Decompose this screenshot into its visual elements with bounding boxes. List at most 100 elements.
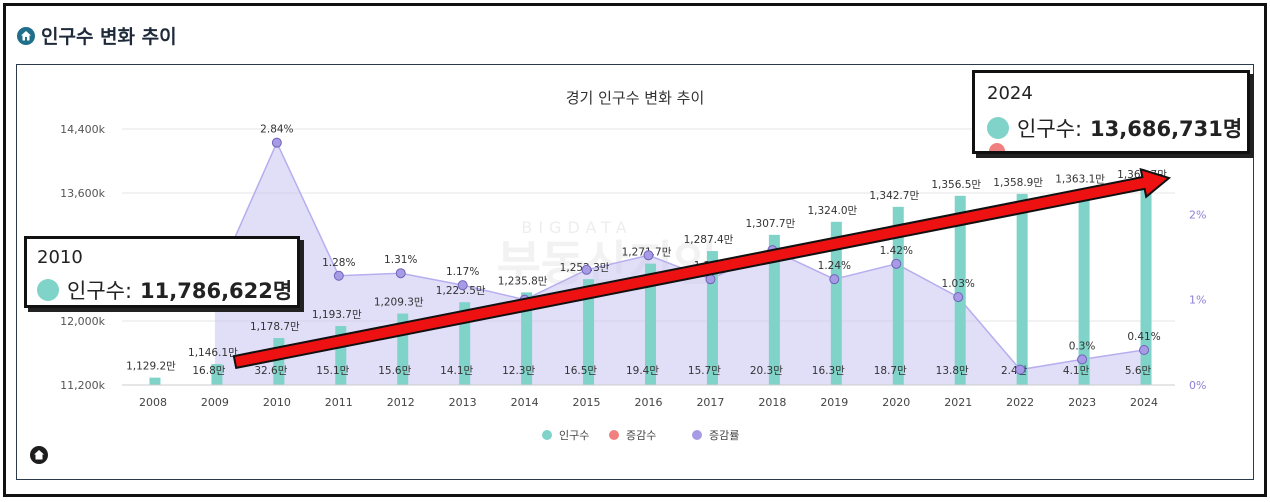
change-data-label: 19.4만 xyxy=(626,365,659,377)
rate-data-label: 1.24% xyxy=(818,260,851,272)
population-data-label: 1,363.1만 xyxy=(1055,174,1105,186)
population-bar xyxy=(954,195,966,385)
population-bar xyxy=(706,251,718,385)
population-data-label: 1,342.7만 xyxy=(869,190,919,202)
x-tick-label: 2017 xyxy=(696,396,724,409)
rate-point xyxy=(1077,354,1088,365)
population-data-label: 1,307.7만 xyxy=(746,218,796,230)
population-bar xyxy=(521,292,533,385)
y-left-tick-label: 11,200k xyxy=(60,379,105,392)
chart-svg: 경기 인구수 변화 추이BIGDATA부동산지인11,200k12,000k13… xyxy=(60,89,1206,442)
x-tick-label: 2022 xyxy=(1006,396,1034,409)
change-data-label: 20.3만 xyxy=(750,365,783,377)
rate-point xyxy=(271,137,282,148)
x-tick-label: 2013 xyxy=(449,396,477,409)
rate-point xyxy=(395,268,406,279)
population-data-label: 1,223.5만 xyxy=(436,285,486,297)
change-data-label: 13.8만 xyxy=(936,365,969,377)
change-data-label: 5.6만 xyxy=(1125,365,1152,377)
callout-year: 2010 xyxy=(37,247,83,268)
population-dot-icon xyxy=(987,117,1009,139)
rate-point xyxy=(581,264,592,275)
population-bar xyxy=(149,377,161,385)
x-tick-label: 2023 xyxy=(1068,396,1096,409)
change-data-label: 4.1만 xyxy=(1063,365,1090,377)
change-data-label: 16.3만 xyxy=(812,365,845,377)
callout-year: 2024 xyxy=(987,83,1033,104)
callout-value-line: 인구수: 13,686,731명 xyxy=(987,113,1242,143)
population-data-label: 1,358.9만 xyxy=(993,177,1043,189)
legend-label: 인구수 xyxy=(559,429,589,442)
x-tick-label: 2008 xyxy=(139,396,167,409)
population-bar xyxy=(459,302,471,385)
rate-line xyxy=(214,140,1145,371)
population-bar xyxy=(768,234,780,385)
population-data-label: 1,324.0만 xyxy=(807,205,857,217)
population-bar xyxy=(892,206,904,385)
x-tick-label: 2011 xyxy=(325,396,353,409)
population-bar xyxy=(1140,186,1152,385)
population-data-label: 1,356.5만 xyxy=(931,179,981,191)
rate-point xyxy=(333,270,344,281)
x-tick-label: 2015 xyxy=(573,396,601,409)
rate-data-label: 1.28% xyxy=(322,257,355,269)
population-dot-icon xyxy=(37,279,59,301)
y-left-tick-label: 13,600k xyxy=(60,187,105,200)
change-data-label: 18.7만 xyxy=(874,365,907,377)
home-icon-small[interactable] xyxy=(30,446,48,464)
rate-point xyxy=(829,274,840,285)
callout-2010: 2010 인구수: 11,786,622명 xyxy=(24,236,300,308)
change-data-label: 14.1만 xyxy=(440,365,473,377)
x-tick-label: 2021 xyxy=(944,396,972,409)
change-data-label: 15.6만 xyxy=(378,365,411,377)
y-left-tick-label: 14,400k xyxy=(60,123,105,136)
rate-data-label: 1.17% xyxy=(446,266,479,278)
population-data-label: 1,146.1만 xyxy=(188,347,238,359)
rate-data-label: 1.31% xyxy=(384,254,417,266)
change-data-label: 15.1만 xyxy=(316,365,349,377)
x-tick-label: 2018 xyxy=(758,396,786,409)
callout-2024: 2024 인구수: 13,686,731명 xyxy=(972,70,1250,154)
legend-marker xyxy=(609,430,619,440)
change-data-label: 32.6만 xyxy=(254,365,287,377)
rate-point xyxy=(953,292,964,303)
rate-point xyxy=(643,250,654,261)
rate-point xyxy=(891,258,902,269)
population-data-label: 1,178.7만 xyxy=(250,321,300,333)
rate-data-label: 1.03% xyxy=(942,278,975,290)
legend-marker xyxy=(542,430,552,440)
legend-label: 증감수 xyxy=(626,429,656,442)
population-data-label: 1,193.7만 xyxy=(312,309,362,321)
trend-arrow xyxy=(232,167,1172,370)
watermark-text: BIGDATA xyxy=(521,218,632,237)
rate-point xyxy=(457,280,468,291)
chart-title: 경기 인구수 변화 추이 xyxy=(566,89,705,107)
rate-data-label: 2.84% xyxy=(260,124,293,136)
change-dot-icon xyxy=(989,143,1005,151)
tooltip-clipped-row xyxy=(975,143,1247,151)
population-bar xyxy=(335,326,347,385)
y-right-tick-label: 2% xyxy=(1189,208,1206,221)
x-tick-label: 2020 xyxy=(882,396,910,409)
y-right-tick-label: 0% xyxy=(1189,379,1206,392)
population-bar xyxy=(273,338,285,385)
x-tick-label: 2014 xyxy=(511,396,539,409)
x-tick-label: 2024 xyxy=(1130,396,1158,409)
rate-data-label: 0.3% xyxy=(1069,340,1096,352)
change-data-label: 12.3만 xyxy=(502,365,535,377)
change-data-label: 16.5만 xyxy=(564,365,597,377)
callout-value: 11,786,622명 xyxy=(140,279,293,303)
callout-label: 인구수: xyxy=(67,279,133,303)
change-data-label: 15.7만 xyxy=(688,365,721,377)
x-tick-label: 2009 xyxy=(201,396,229,409)
home-icon xyxy=(17,26,35,45)
x-tick-label: 2012 xyxy=(387,396,415,409)
population-bar xyxy=(211,364,223,385)
rate-point xyxy=(1015,364,1026,375)
section-header: 인구수 변화 추이 xyxy=(17,22,177,49)
callout-value: 13,686,731명 xyxy=(1090,117,1243,141)
x-tick-label: 2016 xyxy=(635,396,663,409)
callout-value-line: 인구수: 11,786,622명 xyxy=(37,275,292,305)
population-bar xyxy=(397,313,409,385)
population-bar xyxy=(1016,193,1028,385)
